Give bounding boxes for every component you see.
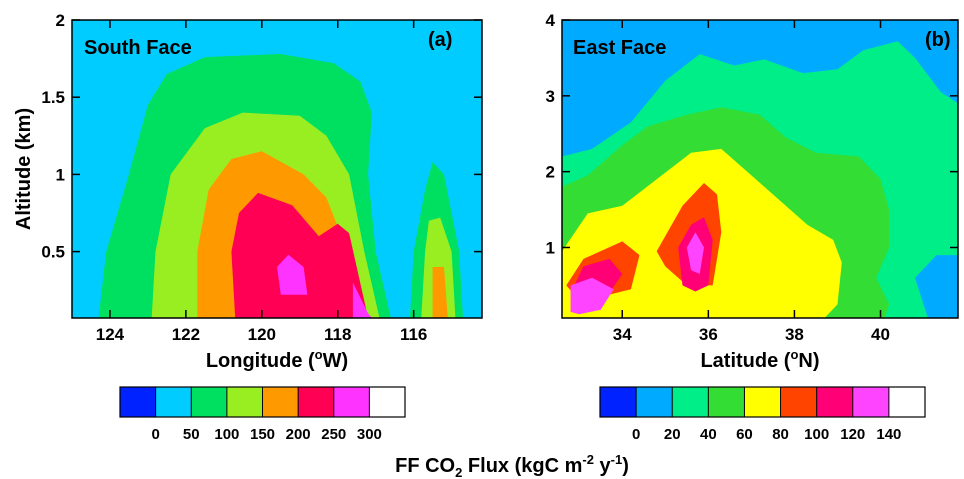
x-axis-label: Latitude (oN) [700, 347, 819, 372]
colorbar-swatch [816, 387, 853, 417]
colorbar-tick-label: 20 [664, 426, 681, 443]
colorbar-tick-label: 80 [772, 426, 789, 443]
panel-south-face: 124 122 120 118 116 0.5 1 1.5 2 South Face (a) A… [13, 11, 483, 372]
colorbar-swatch [672, 387, 709, 417]
colorbar-south: 0 50 100 150 200 250 300 [119, 386, 406, 443]
x-tick-label: 124 [96, 325, 125, 344]
x-tick-label: 116 [400, 325, 427, 344]
face-label: East Face [573, 37, 666, 59]
colorbar-tick-label: 250 [321, 426, 346, 443]
x-tick-label: 34 [613, 325, 632, 344]
panel-label: (b) [925, 29, 951, 51]
y-tick-label: 2 [546, 163, 555, 182]
degree-mark: o [790, 347, 798, 362]
colorbar-swatch [708, 387, 745, 417]
axis-ticks: 124 122 120 118 116 0.5 1 1.5 2 [41, 11, 482, 344]
y-tick-label: 3 [546, 87, 555, 106]
colorbar-swatch [780, 387, 817, 417]
colorbar-tick-label: 100 [804, 426, 829, 443]
colorbar-swatch [226, 387, 263, 417]
subscript: 2 [455, 465, 462, 479]
colorbar-frame [599, 386, 926, 418]
y-tick-label: 4 [546, 11, 556, 30]
contour-fills [562, 41, 958, 318]
degree-mark: o [315, 347, 323, 362]
face-label: South Face [84, 37, 192, 59]
colorbar-swatch [262, 387, 299, 417]
colorbar-tick-label: 140 [876, 426, 901, 443]
colorbar-swatch [852, 387, 889, 417]
y-tick-label: 2 [56, 11, 65, 30]
y-tick-label: 0.5 [41, 243, 65, 262]
colorbar-label: FF CO2 Flux (kgC m-2 y-1) [395, 452, 629, 479]
x-tick-label: 118 [324, 325, 351, 344]
colorbar-tick-label: 300 [357, 426, 382, 443]
contour-band-250 [277, 254, 308, 295]
contour-band-120 [570, 277, 614, 315]
colorbar-tick-label: 0 [151, 426, 159, 443]
colorbar-east: 0 20 40 60 80 100 120 140 [599, 386, 926, 443]
colorbar-tick-label: 200 [286, 426, 311, 443]
x-tick-label: 38 [785, 325, 804, 344]
colorbar-tick-label: 0 [632, 426, 640, 443]
x-tick-label: 36 [699, 325, 718, 344]
contour-band-150 [432, 267, 448, 318]
y-tick-label: 1 [56, 165, 65, 184]
colorbar-swatch [636, 387, 673, 417]
plot-frame [561, 19, 959, 319]
colorbar-tick-label: 120 [840, 426, 865, 443]
y-tick-label: 1 [546, 238, 555, 257]
colorbar-swatch [369, 387, 405, 417]
colorbar-tick-label: 40 [700, 426, 717, 443]
colorbar-swatch [888, 387, 925, 417]
colorbar-tick-label: 100 [214, 426, 239, 443]
colorbar-swatch [744, 387, 781, 417]
y-axis-label: Altitude (km) [13, 108, 35, 230]
x-tick-label: 122 [172, 325, 200, 344]
x-tick-label: 40 [871, 325, 890, 344]
colorbar-swatch [333, 387, 370, 417]
colorbar-tick-label: 60 [736, 426, 753, 443]
colorbar-tick-label: 50 [183, 426, 200, 443]
colorbar-swatch [155, 387, 192, 417]
colorbar-tick-label: 150 [250, 426, 275, 443]
colorbar-swatch [298, 387, 334, 417]
contour-band-120 [686, 232, 704, 274]
x-axis-label: Longitude (oW) [206, 347, 348, 372]
contour-band-250 [352, 282, 372, 318]
colorbar-swatch [120, 387, 156, 417]
plot-frame [71, 19, 483, 319]
superscript: -2 [582, 452, 594, 467]
superscript: -1 [611, 452, 623, 467]
contour-band-200 [231, 192, 369, 318]
y-tick-label: 1.5 [41, 88, 65, 107]
panel-label: (a) [428, 29, 452, 51]
colorbar-swatch [191, 387, 227, 417]
contour-fills [98, 54, 463, 318]
x-tick-label: 120 [248, 325, 276, 344]
colorbar-swatch [600, 387, 637, 417]
